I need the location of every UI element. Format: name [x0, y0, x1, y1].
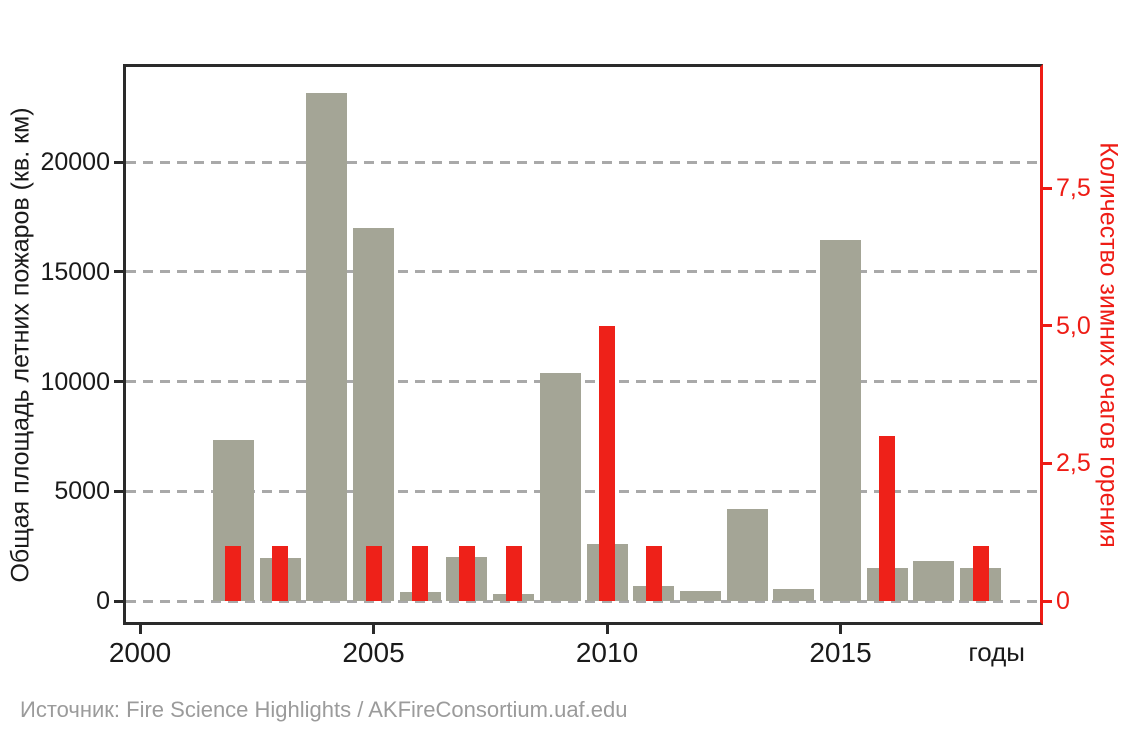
x-tick-label-2015: 2015: [809, 637, 872, 668]
summer-fire-bar-2012: [679, 591, 721, 601]
x-tick-label-2010: 2010: [575, 637, 639, 668]
right-axis-tick-2: [1043, 324, 1052, 328]
left-axis-tick-label-15000: 15000: [40, 257, 110, 286]
left-axis-tick-5000: [114, 489, 123, 493]
gridline-15000: [126, 270, 1040, 274]
x-tick-label-2000: 2000: [108, 637, 172, 668]
winter-hotspot-bar-2002: [225, 545, 242, 601]
left-axis-tick-20000: [114, 160, 123, 164]
right-axis-tick-label-0: 0: [1056, 587, 1070, 615]
left-axis-tick-label-20000: 20000: [40, 148, 110, 176]
gridline-20000: [126, 160, 1040, 164]
plot-area: [123, 64, 1043, 625]
left-axis-tick-15000: [114, 270, 123, 274]
source-note: Источник: Fire Science Highlights / AKFi…: [20, 697, 628, 722]
winter-hotspot-bar-2008: [505, 545, 522, 601]
summer-fire-bar-2014: [773, 589, 815, 601]
summer-fire-bar-2013: [726, 508, 768, 601]
left-axis-tick-10000: [114, 380, 123, 383]
winter-hotspot-bar-2010: [599, 325, 615, 601]
right-axis-tick-3: [1043, 186, 1052, 190]
x-axis-tick-2005: [372, 625, 375, 634]
winter-hotspot-bar-2018: [972, 545, 989, 601]
left-axis-tick-label-0: 0: [96, 587, 110, 615]
summer-fire-bar-2015: [820, 239, 861, 601]
right-axis-tick-label-3: 7,5: [1056, 174, 1091, 203]
left-axis-title: Общая площадь летних пожаров (кв. км): [6, 107, 35, 583]
winter-hotspot-bar-2011: [645, 545, 662, 601]
left-axis-tick-label-10000: 10000: [40, 367, 110, 396]
summer-fire-bar-2017: [913, 560, 955, 601]
winter-hotspot-bar-2005: [365, 545, 382, 601]
right-axis-tick-1: [1043, 461, 1052, 465]
winter-hotspot-bar-2006: [412, 545, 429, 601]
left-axis-tick-0: [114, 599, 123, 603]
x-axis-tick-2015: [839, 625, 842, 634]
left-axis-tick-label-5000: 5000: [54, 477, 110, 506]
x-tick-label-2005: 2005: [342, 637, 405, 668]
x-axis-tick-2000: [138, 625, 142, 634]
summer-fire-bar-2004: [306, 92, 348, 601]
right-axis-tick-label-2: 5,0: [1056, 311, 1091, 340]
winter-hotspot-bar-2003: [272, 545, 289, 601]
gridline-5000: [126, 489, 1040, 493]
right-axis-tick-label-1: 2,5: [1056, 449, 1091, 478]
right-axis-tick-0: [1043, 599, 1052, 603]
gridline-0: [126, 599, 1040, 603]
summer-fire-bar-2009: [539, 372, 581, 601]
x-axis-label: годы: [968, 637, 1025, 667]
gridline-10000: [126, 380, 1040, 383]
winter-hotspot-bar-2007: [458, 545, 475, 601]
right-axis-title: Количество зимних очагов горения: [1094, 142, 1123, 548]
summer-fire-bar-2005: [353, 227, 394, 601]
x-axis-tick-2010: [605, 625, 609, 634]
winter-hotspot-bar-2016: [879, 435, 896, 601]
